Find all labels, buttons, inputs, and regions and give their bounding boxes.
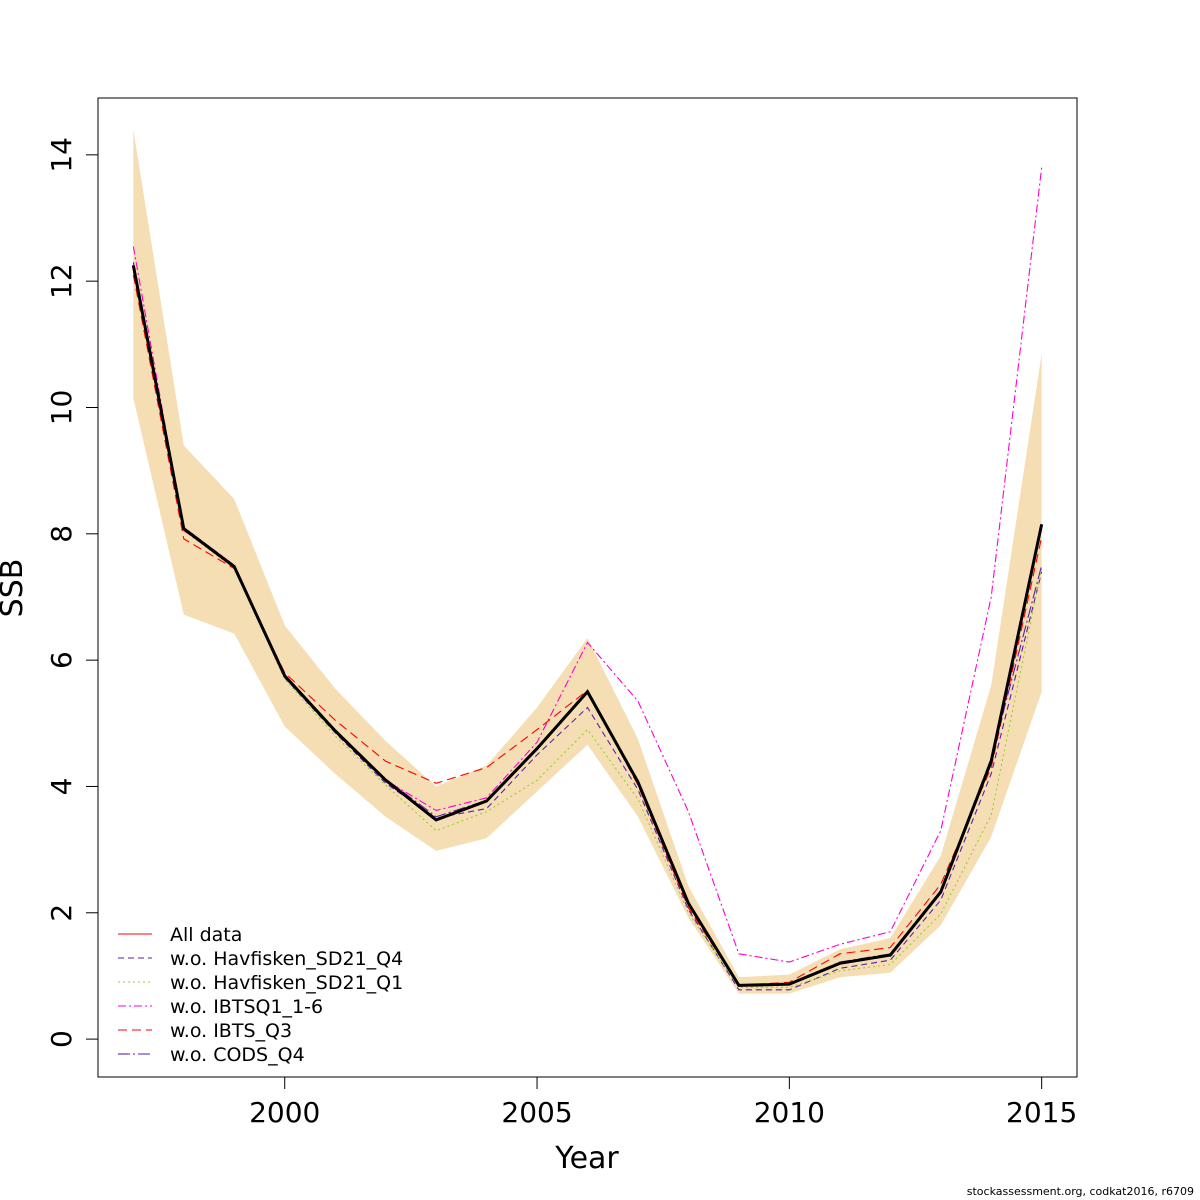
y-axis-title: SSB (0, 559, 30, 618)
y-tick-label: 0 (45, 1030, 78, 1048)
x-tick-label: 2000 (249, 1096, 320, 1129)
confidence-band-layer (133, 129, 1042, 994)
y-tick-label: 4 (45, 778, 78, 796)
y-tick-label: 14 (45, 137, 78, 173)
y-tick-label: 8 (45, 525, 78, 543)
y-tick-label: 10 (45, 390, 78, 426)
confidence-band (133, 129, 1042, 994)
legend-label-2: w.o. Havfisken_SD21_Q1 (170, 972, 403, 994)
legend-label-0: All data (170, 924, 242, 946)
main-series-layer (131, 265, 1044, 987)
x-tick-label: 2005 (501, 1096, 572, 1129)
y-tick-label: 12 (45, 263, 78, 299)
x-axis: 2000 2005 2010 2015 (249, 1076, 1077, 1129)
footer-credit: stockassessment.org, codkat2016, r6709 (966, 1185, 1194, 1198)
legend-label-4: w.o. IBTS_Q3 (170, 1020, 292, 1042)
x-tick-label: 2015 (1006, 1096, 1077, 1129)
legend-label-3: w.o. IBTSQ1_1-6 (170, 996, 323, 1018)
legend-label-5: w.o. CODS_Q4 (170, 1044, 305, 1066)
y-tick-label: 6 (45, 651, 78, 669)
main-estimate-line (131, 265, 1044, 987)
x-axis-title: Year (554, 1141, 619, 1176)
x-tick-label: 2010 (754, 1096, 825, 1129)
y-axis: 0 2 4 6 8 10 12 14 (45, 137, 99, 1048)
legend-label-1: w.o. Havfisken_SD21_Q4 (170, 948, 403, 970)
y-tick-label: 2 (45, 904, 78, 922)
